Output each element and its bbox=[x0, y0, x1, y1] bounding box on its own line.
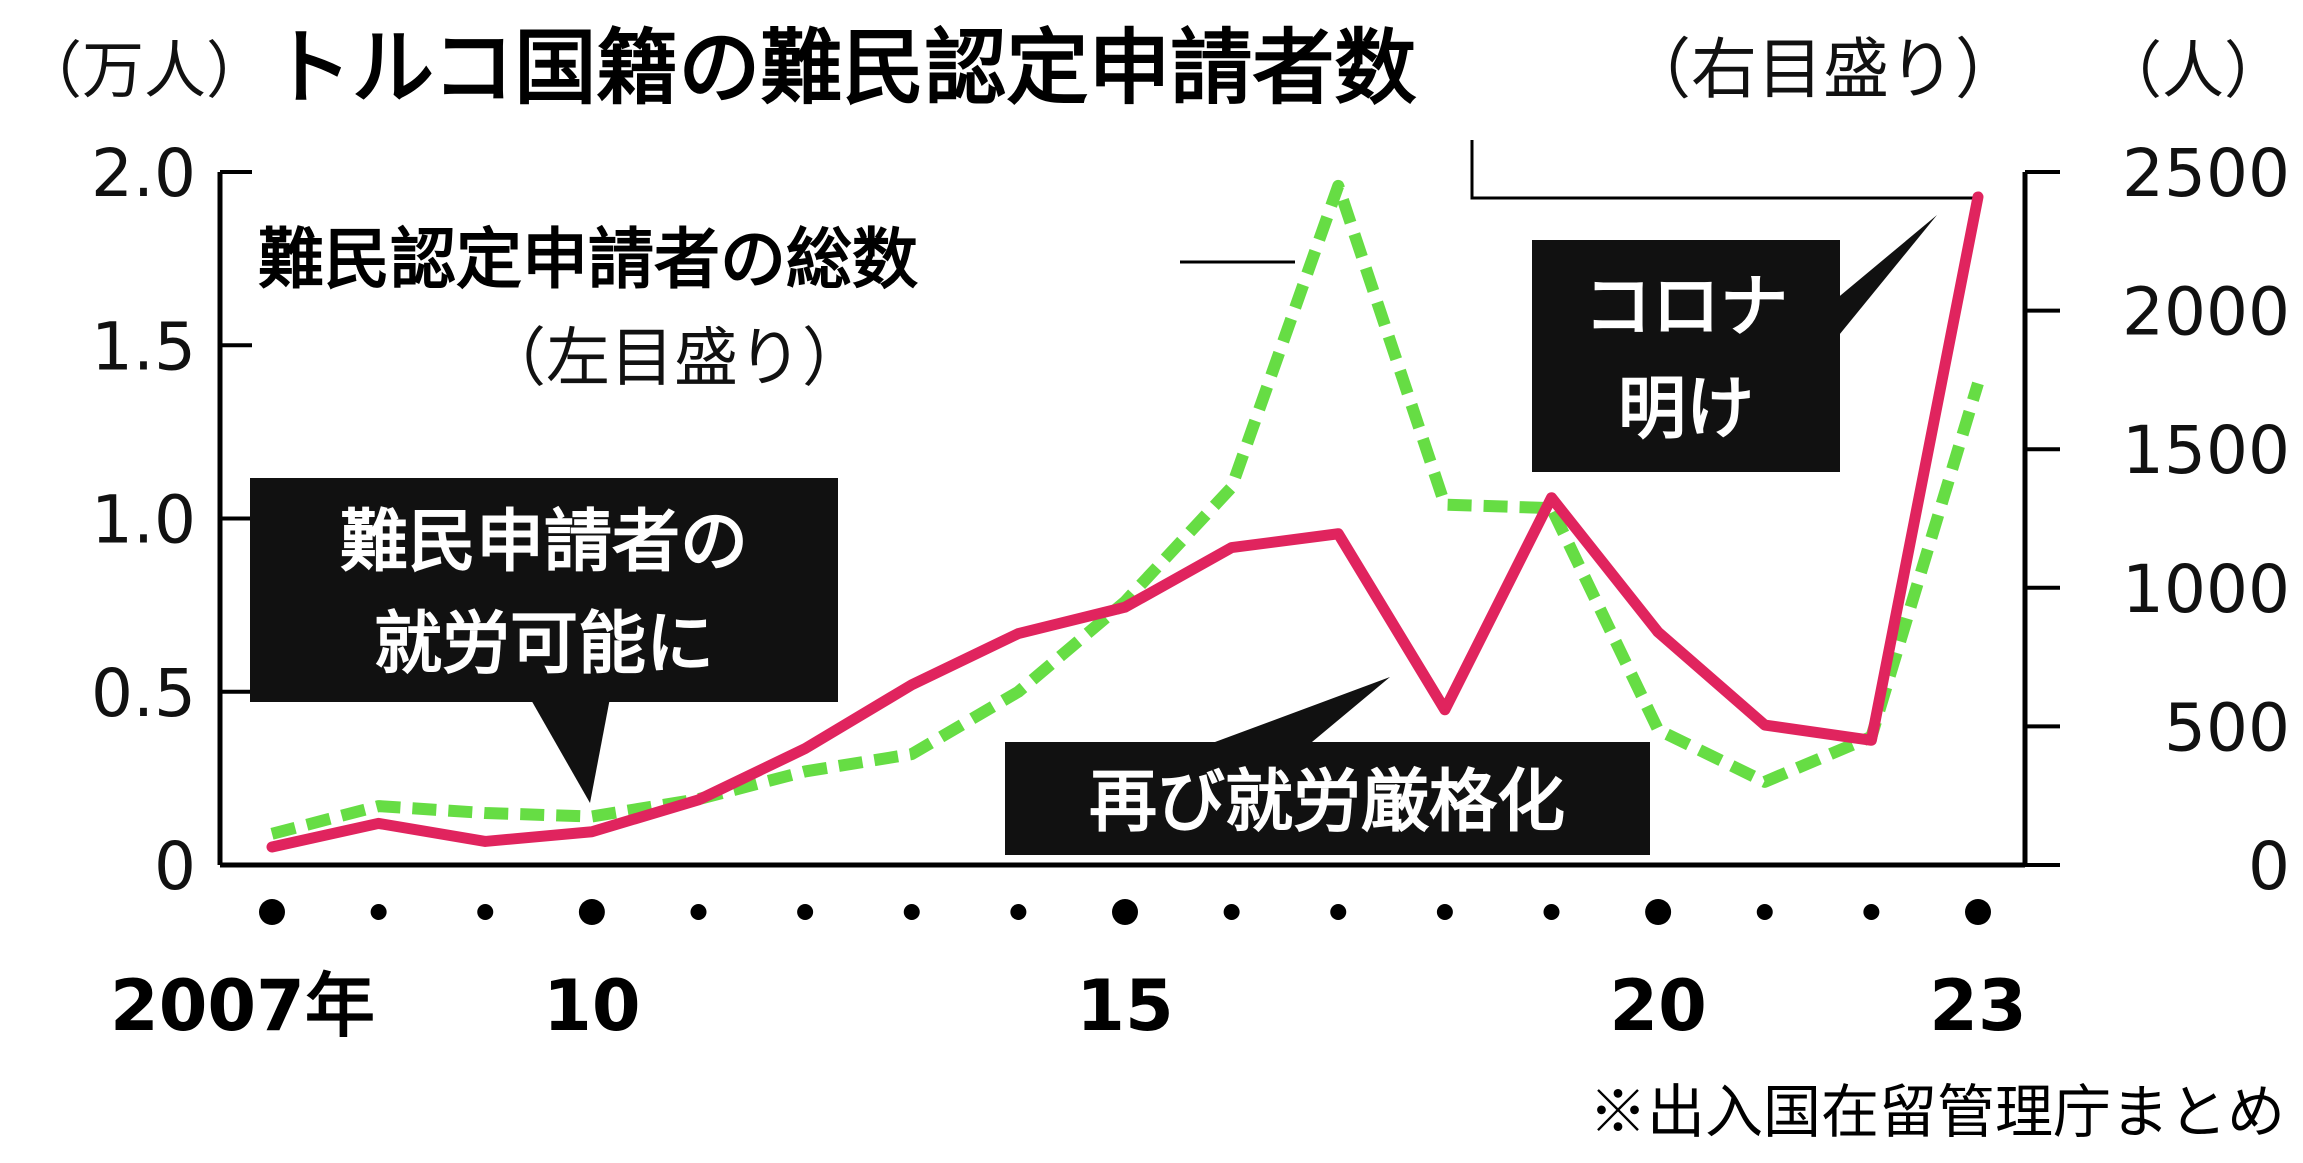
turkish-applicants-point bbox=[1124, 606, 1126, 608]
callout-post-covid: コロナ 明け bbox=[1532, 215, 1937, 472]
turkish-applicants-point bbox=[1337, 533, 1339, 535]
x-year-dot bbox=[1010, 904, 1027, 920]
turkish-applicants-point bbox=[1977, 196, 1979, 198]
right-tick-label: 1500 bbox=[2122, 412, 2290, 489]
x-tick-label: 10 bbox=[543, 965, 640, 1047]
left-tick-label: 0.5 bbox=[91, 655, 196, 732]
x-year-dot bbox=[1223, 904, 1240, 920]
callout-post-covid-line1: コロナ bbox=[1584, 268, 1788, 347]
left-tick-label: 1.0 bbox=[91, 482, 196, 559]
x-year-dot bbox=[1543, 904, 1560, 920]
x-year-dot bbox=[1436, 904, 1453, 920]
turkish-applicants-point bbox=[1444, 709, 1446, 711]
turkish-applicants-point bbox=[1870, 739, 1872, 741]
total-applicants-point bbox=[1764, 781, 1766, 783]
total-applicants-point bbox=[1231, 486, 1233, 488]
x-year-dot bbox=[690, 904, 707, 920]
left-tick-label: 1.5 bbox=[91, 308, 196, 385]
x-year-dot bbox=[903, 904, 920, 920]
chart-title-suffix: （右目盛り） bbox=[1625, 31, 2021, 108]
title-leader-line bbox=[1470, 140, 1978, 200]
callout-work-restricted-pointer bbox=[1215, 677, 1390, 752]
x-year-dot bbox=[797, 904, 814, 920]
x-tick-label: 20 bbox=[1609, 965, 1706, 1047]
right-tick-label: 2500 bbox=[2122, 135, 2290, 212]
total-applicants-point bbox=[271, 833, 273, 835]
callout-work-allowed-line1: 難民申請者の bbox=[340, 503, 748, 582]
x-year-dot bbox=[1863, 904, 1880, 920]
total-applicants-point bbox=[804, 770, 806, 772]
x-axis-year-dots bbox=[259, 899, 1991, 925]
left-tick-label: 2.0 bbox=[91, 135, 196, 212]
right-tick-label: 500 bbox=[2164, 689, 2290, 766]
turkish-applicants-point bbox=[1764, 724, 1766, 726]
turkish-applicants-point bbox=[1551, 497, 1553, 499]
x-year-dot bbox=[1645, 899, 1672, 925]
callout-work-allowed: 難民申請者の 就労可能に bbox=[250, 478, 838, 803]
turkish-applicants-point bbox=[484, 840, 486, 842]
turkish-applicants-point bbox=[1231, 547, 1233, 549]
total-applicants-point bbox=[1337, 185, 1339, 187]
total-series-sub-label: （左目盛り） bbox=[482, 322, 866, 396]
turkish-applicants-point bbox=[1017, 633, 1019, 635]
turkish-applicants-point bbox=[804, 748, 806, 750]
x-tick-label: 2007年 bbox=[110, 965, 375, 1047]
total-applicants-point bbox=[1017, 691, 1019, 693]
x-year-dot bbox=[370, 904, 387, 920]
callout-post-covid-pointer bbox=[1835, 215, 1937, 340]
right-unit-label: （人） bbox=[2100, 34, 2286, 107]
x-axis-labels: 2007年 10 15 20 23 bbox=[110, 965, 2027, 1047]
left-axis-ticks: 0 0.5 1.0 1.5 2.0 bbox=[91, 135, 252, 905]
turkish-applicants-point bbox=[591, 831, 593, 833]
right-tick-label: 0 bbox=[2248, 828, 2290, 905]
turkish-applicants-point bbox=[271, 846, 273, 848]
turkish-applicants-point bbox=[911, 684, 913, 686]
total-series-label: 難民認定申請者の総数 bbox=[258, 221, 918, 298]
left-tick-label: 0 bbox=[154, 828, 196, 905]
x-year-dot bbox=[1756, 904, 1773, 920]
total-applicants-point bbox=[1444, 504, 1446, 506]
total-applicants-point bbox=[1657, 729, 1659, 731]
x-year-dot bbox=[1965, 899, 1991, 925]
left-unit-label: （万人） bbox=[20, 34, 268, 107]
x-year-dot bbox=[1330, 904, 1347, 920]
callout-work-restricted-box bbox=[1005, 742, 1650, 855]
right-axis-ticks: 0 500 1000 1500 2000 2500 bbox=[2025, 135, 2290, 905]
callout-work-allowed-box bbox=[250, 478, 838, 702]
x-tick-label: 15 bbox=[1076, 965, 1173, 1047]
x-tick-label: 23 bbox=[1929, 965, 2026, 1047]
total-applicants-point bbox=[378, 805, 380, 807]
chart-title: トルコ国籍の難民認定申請者数 bbox=[270, 21, 1416, 116]
turkish-applicants-point bbox=[1657, 631, 1659, 633]
callout-work-allowed-line2: 就労可能に bbox=[374, 605, 714, 684]
right-tick-label: 2000 bbox=[2122, 274, 2290, 351]
x-year-dot bbox=[1112, 899, 1138, 925]
total-applicants-point bbox=[591, 815, 593, 817]
total-applicants-point bbox=[484, 812, 486, 814]
x-year-dot bbox=[477, 904, 494, 920]
right-tick-label: 1000 bbox=[2122, 551, 2290, 628]
x-year-dot bbox=[259, 899, 285, 925]
callout-work-allowed-pointer bbox=[530, 698, 610, 803]
callout-post-covid-box bbox=[1532, 240, 1840, 472]
x-year-dot bbox=[578, 899, 605, 925]
total-applicants-point bbox=[911, 753, 913, 755]
callout-work-restricted: 再び就労厳格化 bbox=[1005, 677, 1650, 855]
turkish-applicants-point bbox=[698, 799, 700, 801]
callout-post-covid-line2: 明け bbox=[1618, 370, 1754, 449]
callout-work-restricted-text: 再び就労厳格化 bbox=[1089, 763, 1565, 842]
source-note: ※出入国在留管理庁まとめ bbox=[1589, 1078, 2285, 1146]
total-applicants-point bbox=[1977, 382, 1979, 384]
series-layer bbox=[266, 179, 1984, 853]
series-line-turkish-applicants bbox=[266, 191, 1984, 853]
turkish-applicants-point bbox=[378, 822, 380, 824]
